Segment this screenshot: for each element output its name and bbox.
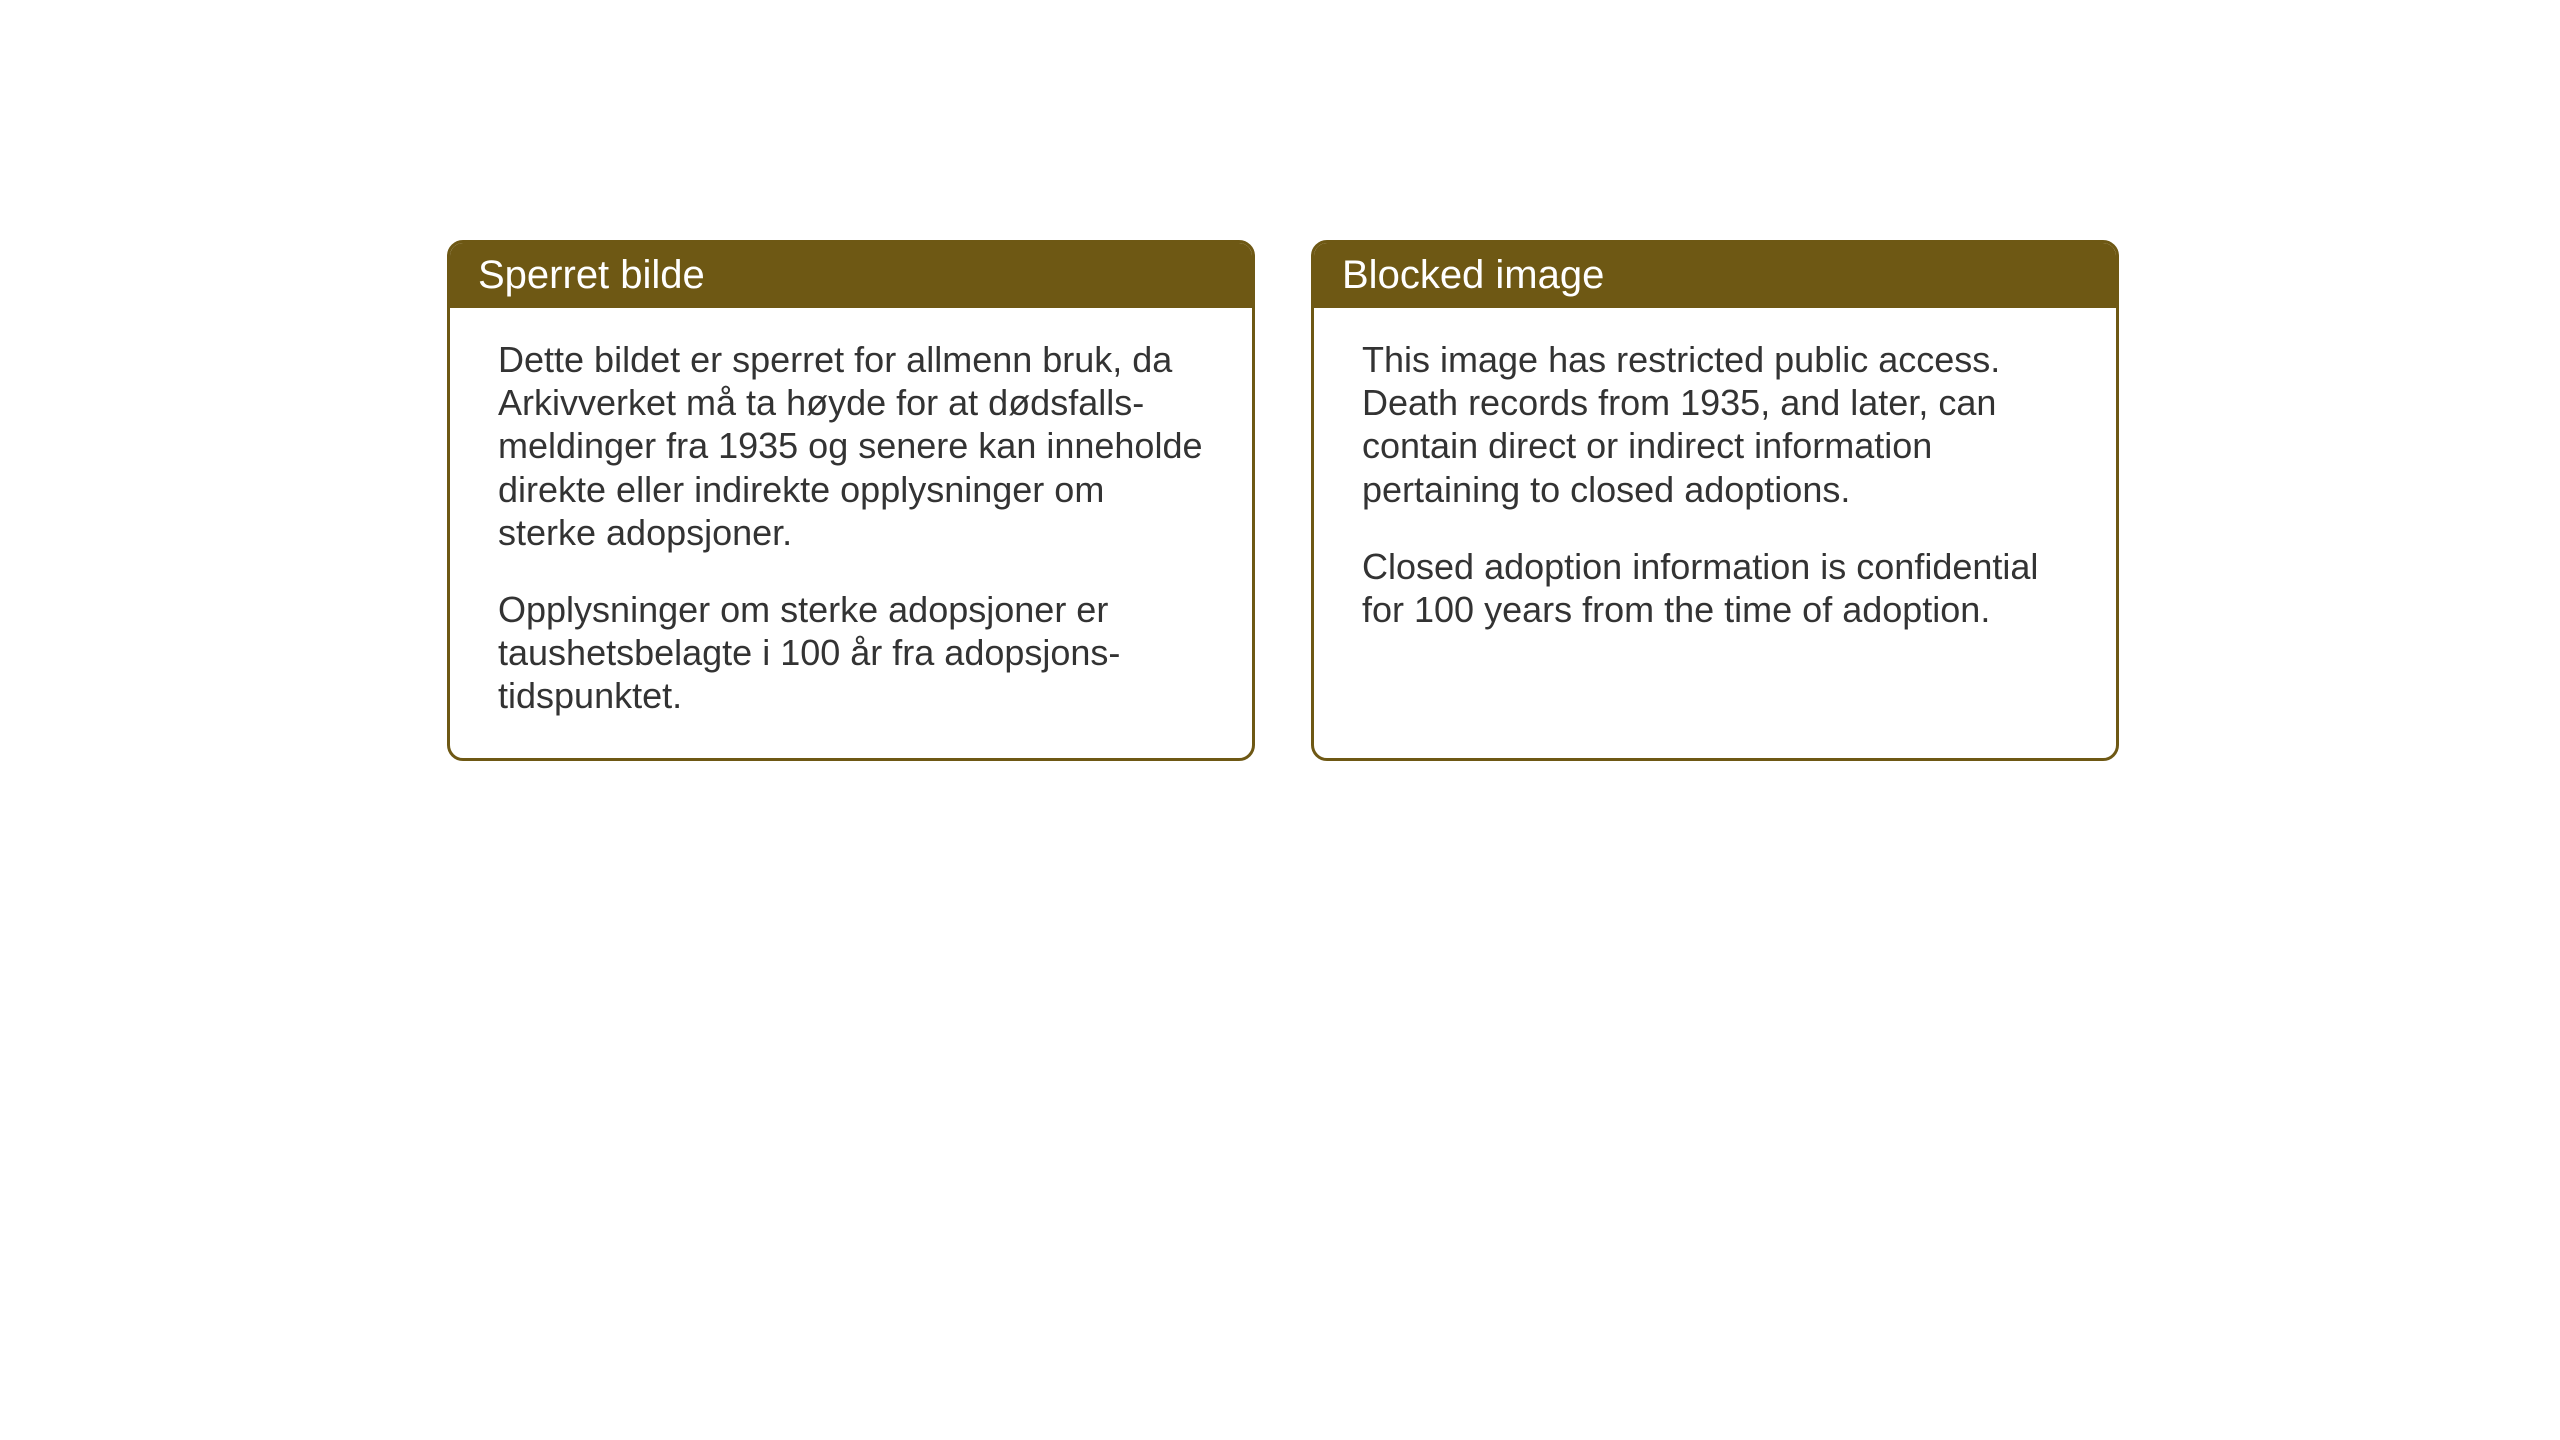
card-paragraph-2-norwegian: Opplysninger om sterke adopsjoner er tau… — [498, 588, 1204, 718]
notice-container: Sperret bilde Dette bildet er sperret fo… — [447, 240, 2119, 761]
card-title-english: Blocked image — [1342, 253, 1604, 297]
card-header-english: Blocked image — [1314, 243, 2116, 308]
card-paragraph-2-english: Closed adoption information is confident… — [1362, 545, 2068, 631]
card-header-norwegian: Sperret bilde — [450, 243, 1252, 308]
card-title-norwegian: Sperret bilde — [478, 253, 705, 297]
card-paragraph-1-norwegian: Dette bildet er sperret for allmenn bruk… — [498, 338, 1204, 554]
notice-card-norwegian: Sperret bilde Dette bildet er sperret fo… — [447, 240, 1255, 761]
notice-card-english: Blocked image This image has restricted … — [1311, 240, 2119, 761]
card-paragraph-1-english: This image has restricted public access.… — [1362, 338, 2068, 511]
card-body-norwegian: Dette bildet er sperret for allmenn bruk… — [450, 308, 1252, 758]
card-body-english: This image has restricted public access.… — [1314, 308, 2116, 671]
